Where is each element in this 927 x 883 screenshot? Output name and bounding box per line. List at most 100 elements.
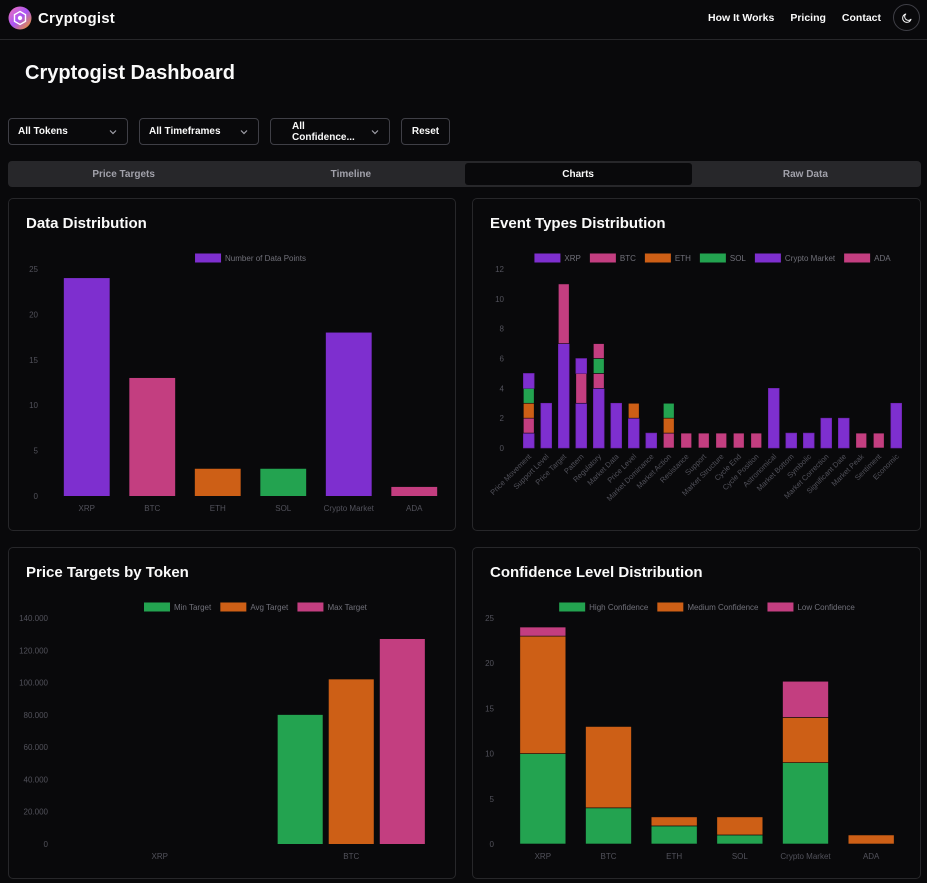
confidence-ytick: 10 [485, 750, 494, 759]
confidence-xtick-xrp: XRP [535, 852, 551, 861]
confidence-ytick: 0 [490, 840, 495, 849]
bar-medium-confidence-sol [716, 816, 764, 836]
brand[interactable]: Cryptogist [8, 6, 115, 30]
distribution-ytick: 15 [29, 356, 38, 365]
price_targets-ytick: 40.000 [24, 775, 49, 784]
filter-bar: All Tokens All Timeframes All Confidence… [8, 118, 450, 145]
bar-high-confidence-btc [585, 807, 632, 845]
event_types-ytick: 8 [500, 325, 505, 334]
bar-btc-price-movement [523, 417, 535, 434]
event_types-ytick: 4 [500, 384, 505, 393]
nav-links: How It Works Pricing Contact [708, 12, 881, 24]
price-targets-card: Price Targets by Token Min Target Avg Tar… [8, 547, 456, 879]
confidence-xtick-btc: BTC [601, 852, 617, 861]
bar-crypto-market-market-bottom [785, 432, 797, 449]
price_targets-ytick: 80.000 [24, 711, 49, 720]
bar-xrp [63, 278, 110, 496]
price_targets-ytick: 120.000 [19, 646, 48, 655]
bar-btc-sentiment [873, 432, 885, 449]
nav-contact[interactable]: Contact [841, 12, 881, 24]
token-select-value: All Tokens [18, 126, 68, 137]
confidence-ytick: 5 [490, 795, 495, 804]
bar-medium-confidence-crypto-market [782, 717, 829, 763]
legend-label-medium-confidence: Medium Confidence [687, 603, 759, 612]
confidence-select[interactable]: All Confidence... [270, 118, 390, 145]
price-targets-title: Price Targets by Token [26, 564, 189, 581]
legend-label-xrp: XRP [564, 254, 580, 263]
distribution-xtick-xrp: XRP [79, 504, 95, 513]
event_types-ytick: 2 [500, 414, 505, 423]
price_targets-xtick-xrp: XRP [152, 852, 168, 861]
confidence-xtick-eth: ETH [666, 852, 682, 861]
bar-sol-price-movement [523, 388, 535, 404]
confidence-select-value: All Confidence... [292, 120, 355, 143]
bar-btc [129, 377, 176, 496]
bar-xrp-price-target [558, 343, 570, 449]
tab-charts[interactable]: Charts [464, 163, 692, 185]
legend-swatch-sol [699, 253, 726, 263]
chevron-down-icon [240, 129, 248, 134]
bar-high-confidence-eth [650, 825, 698, 845]
reset-button[interactable]: Reset [401, 118, 450, 145]
event_types-ytick: 10 [495, 295, 504, 304]
distribution-ytick: 0 [34, 492, 39, 501]
tab-price-targets[interactable]: Price Targets [92, 168, 155, 180]
distribution-ytick: 5 [34, 447, 39, 456]
legend-swatch-medium-confidence [657, 602, 684, 612]
legend-label-btc: BTC [620, 254, 636, 263]
legend-label-avg-target: Avg Target [250, 603, 289, 612]
confidence-chart: High Confidence Medium Confidence Low Conf… [485, 602, 895, 861]
legend-swatch-crypto-market [754, 253, 781, 263]
confidence-ytick: 20 [485, 659, 494, 668]
legend-swatch-avg-target [220, 602, 247, 612]
distribution-xtick-ada: ADA [406, 504, 423, 513]
bar-btc-regulatory [593, 373, 605, 389]
view-tabs: Price Targets Timeline Charts Raw Data [8, 161, 921, 187]
tab-raw-data[interactable]: Raw Data [782, 168, 828, 180]
bar-max-target-btc [379, 638, 425, 844]
price_targets-ytick: 140.000 [19, 614, 48, 623]
legend-swatch-high-confidence [559, 602, 586, 612]
cryptogist-logo-icon [8, 6, 32, 30]
timeframe-select[interactable]: All Timeframes [139, 118, 259, 145]
distribution-ytick: 20 [29, 310, 38, 319]
distribution-xtick-crypto-market: Crypto Market [324, 504, 375, 513]
bar-high-confidence-sol [716, 834, 764, 845]
bar-high-confidence-crypto-market [782, 762, 829, 845]
chevron-down-icon [109, 129, 117, 134]
nav-how-it-works[interactable]: How It Works [708, 12, 775, 24]
bar-sol [260, 468, 307, 496]
bar-xrp-market-dominance [645, 432, 657, 449]
legend-label-eth: ETH [675, 254, 691, 263]
theme-toggle-button[interactable] [893, 4, 920, 31]
distribution-xtick-sol: SOL [275, 504, 292, 513]
token-select[interactable]: All Tokens [8, 118, 128, 145]
bar-eth-market-action [663, 417, 675, 434]
data-distribution-chart: Number of Data Points 0 5 10 15 20 25 XRP BTC ETH… [29, 253, 438, 513]
bar-sol-regulatory [593, 358, 605, 374]
navbar: Cryptogist How It Works Pricing Contact [0, 0, 927, 40]
price_targets-ytick: 60.000 [24, 743, 49, 752]
price_targets-ytick: 20.000 [24, 808, 49, 817]
distribution-ytick: 25 [29, 265, 38, 274]
nav-pricing[interactable]: Pricing [790, 12, 826, 24]
price-targets-chart: Min Target Avg Target Max Target 0 20.000 40.… [19, 602, 425, 861]
tab-timeline[interactable]: Timeline [330, 168, 372, 180]
legend-swatch-xrp [534, 253, 561, 263]
event-types-chart: XRP BTC ETH SOL Crypto Market ADA024681012Pri… [488, 253, 902, 503]
bar-low-confidence-xrp [519, 626, 567, 637]
event-types-card: Event Types Distribution XRP BTC ETH SOL Cry… [472, 198, 921, 531]
timeframe-select-value: All Timeframes [149, 126, 221, 137]
legend-label-sol: SOL [730, 254, 747, 263]
bar-eth-price-movement [523, 402, 535, 419]
bar-avg-target-btc [328, 679, 374, 844]
bar-medium-confidence-eth [650, 816, 698, 827]
legend-swatch-low-confidence [767, 602, 794, 612]
bar-btc-cycle-end [733, 432, 745, 449]
legend-swatch-number-of-data-points [195, 253, 222, 263]
bar-crypto-market-pattern [575, 358, 587, 374]
bar-btc-market-structure [715, 432, 727, 449]
legend-swatch-max-target [297, 602, 324, 612]
bar-medium-confidence-xrp [519, 635, 567, 754]
bar-btc-support [698, 432, 710, 449]
